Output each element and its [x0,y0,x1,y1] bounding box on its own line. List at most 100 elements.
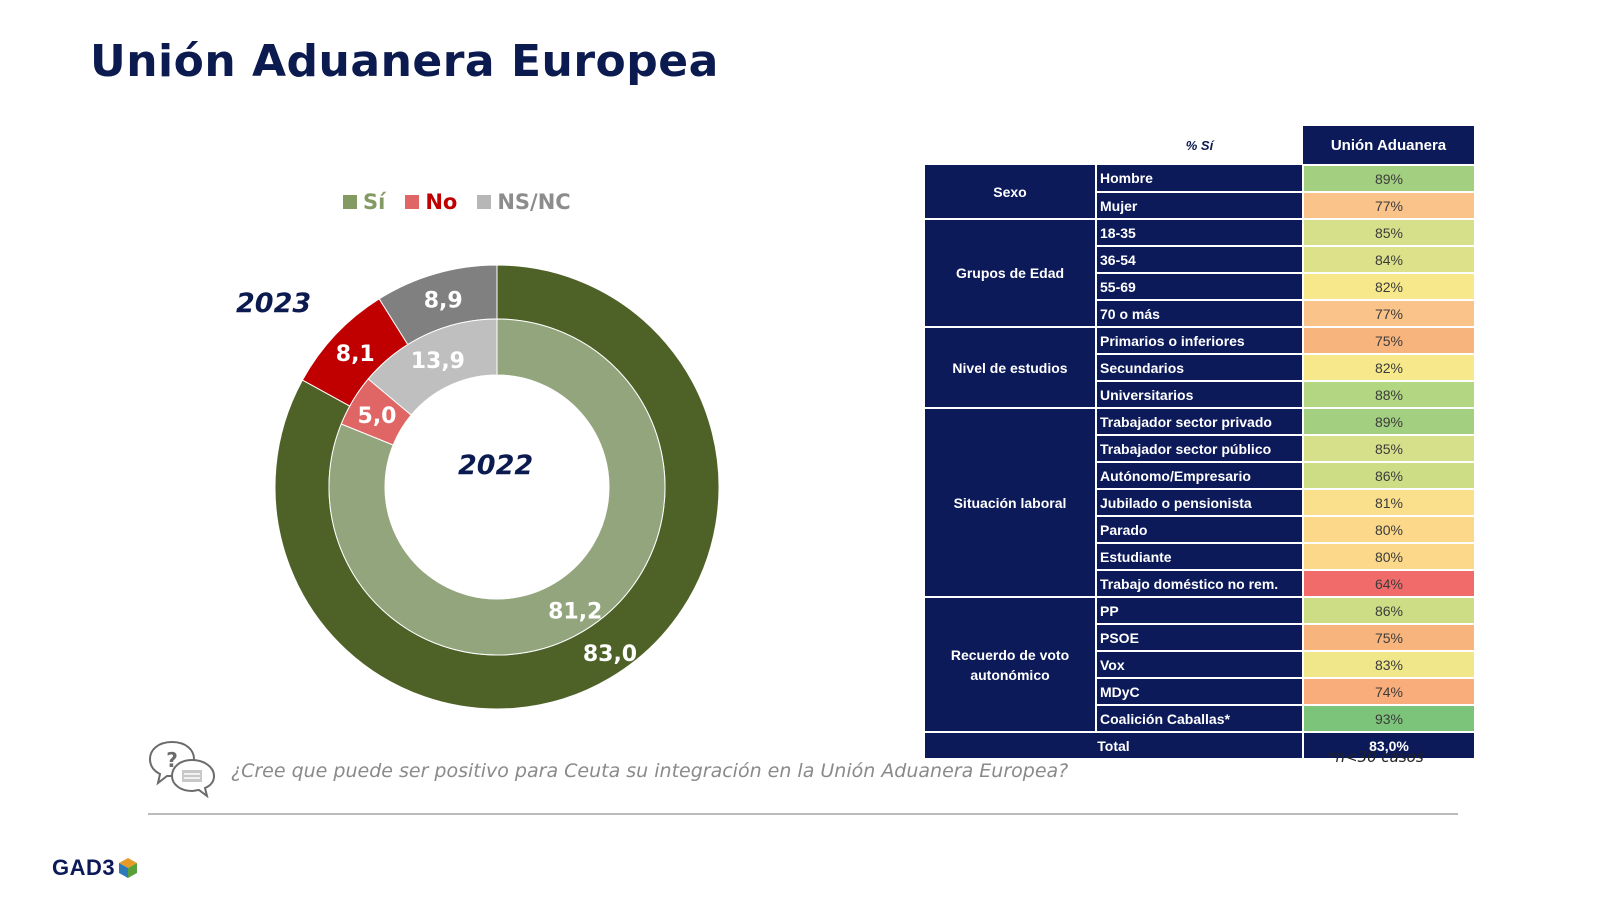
table-row: Vox 83% [925,651,1474,679]
table-row: MDyC 74% [925,678,1474,706]
table-row: Recuerdo de voto autonómico PP 86% [925,597,1474,733]
table-row-value: 81% [1303,489,1474,517]
table-row-label: Coalición Caballas* [1096,705,1304,733]
inner-ring-slice-nsnc [367,318,498,416]
table-row-label: 70 o más [1096,300,1304,328]
table-group-label: Nivel de estudios [925,327,1097,409]
outer-ring-year-label: 2023 [236,288,312,319]
table-row-label: Mujer [1096,192,1304,220]
table-row: Estudiante 80% [925,543,1474,571]
table-row-value: 83% [1303,651,1474,679]
chart-legend: Sí No NS/NC [343,190,571,214]
table-row-value: 93% [1303,705,1474,733]
table-row: 55-69 82% [925,273,1474,301]
table-row-label: Trabajador sector privado [1096,408,1304,436]
table-row-label: Primarios o inferiores [1096,327,1304,355]
table-row-value: 85% [1303,435,1474,463]
table-row: Mujer 77% [925,192,1474,220]
outer-ring-label-no: 8,1 [336,342,375,367]
table-row-label: 55-69 [1096,273,1304,301]
outer-ring-label-si: 83,0 [583,642,637,667]
survey-question: ¿Cree que puede ser positivo para Ceuta … [231,760,1069,782]
table-row: 70 o más 77% [925,300,1474,328]
table-total-label: Total [925,732,1304,758]
table-row: Sexo Hombre 89% [925,165,1474,220]
legend-swatch-nsnc [477,195,492,209]
cube-logo-icon [119,858,138,878]
table-row: Universitarios 88% [925,381,1474,409]
company-logo: GAD3 [52,855,138,881]
table-row-value: 88% [1303,381,1474,409]
legend-label-no: No [425,190,458,214]
table-row-value: 84% [1303,246,1474,274]
table-header-pct: % Sí [1096,126,1303,165]
table-header-column: Unión Aduanera [1303,126,1474,166]
legend-item-no: No [405,190,457,214]
table-row-label: Estudiante [1096,543,1304,571]
table-row: Secundarios 82% [925,354,1474,382]
table-group-label: Sexo [925,165,1097,220]
table-row-value: 86% [1303,597,1474,625]
table-total-value: 83,0% [1303,732,1474,758]
table-row-value: 89% [1303,408,1474,436]
inner-ring-slice-si [328,318,666,656]
table-total-row: Total 83,0% [925,732,1474,758]
breakdown-table: % Sí Unión Aduanera Sexo Hombre 89% Mujer 77% G… [925,126,1474,758]
table-row-value: 86% [1303,462,1474,490]
donut-chart: 83,0 8,1 8,9 81,2 5,0 13,9 [274,264,720,710]
inner-ring-label-si: 81,2 [548,599,602,624]
table-header-row: % Sí Unión Aduanera [925,126,1474,166]
legend-item-nsnc: NS/NC [477,190,571,214]
question-chat-icon: ? [148,740,216,798]
table-row-label: Hombre [1096,165,1304,193]
table-row: 36-54 84% [925,246,1474,274]
table-row-value: 77% [1303,192,1474,220]
table-row-value: 64% [1303,570,1474,598]
table-row: PSOE 75% [925,624,1474,652]
table-row-label: PSOE [1096,624,1304,652]
table-row: Coalición Caballas* 93% [925,705,1474,733]
table-row-label: Secundarios [1096,354,1304,382]
table-row-label: Parado [1096,516,1304,544]
legend-item-si: Sí [343,190,385,214]
table-row: Autónomo/Empresario 86% [925,462,1474,490]
table-row-label: 36-54 [1096,246,1304,274]
logo-text: GAD3 [52,855,116,880]
inner-ring-label-no: 5,0 [358,404,397,429]
table-row-value: 75% [1303,327,1474,355]
table-row-value: 82% [1303,273,1474,301]
table-group-label: Situación laboral [925,408,1097,598]
table-row-value: 80% [1303,543,1474,571]
table-row-value: 80% [1303,516,1474,544]
table-group-label: Grupos de Edad [925,219,1097,328]
table-group-label: Recuerdo de voto autonómico [925,597,1097,733]
table-row-label: Universitarios [1096,381,1304,409]
table-row: Trabajo doméstico no rem. 64% [925,570,1474,598]
legend-label-nsnc: NS/NC [497,190,571,214]
table-row: Trabajador sector público 85% [925,435,1474,463]
page-title: Unión Aduanera Europea [90,36,719,87]
table-row-value: 85% [1303,219,1474,247]
sample-note: *n<30 casos [1328,748,1424,766]
table-header-blank [925,126,1096,165]
svg-text:?: ? [166,748,178,772]
inner-ring-year-label: 2022 [458,450,534,481]
table-row: Parado 80% [925,516,1474,544]
table-row: Situación laboral Trabajador sector priva… [925,408,1474,598]
legend-label-si: Sí [363,190,386,214]
table-row-label: 18-35 [1096,219,1304,247]
table-row-label: Vox [1096,651,1304,679]
outer-ring-label-nsnc: 8,9 [424,289,463,314]
table-row-value: 74% [1303,678,1474,706]
table-row-value: 77% [1303,300,1474,328]
inner-ring-label-nsnc: 13,9 [411,349,465,374]
legend-swatch-si [343,195,357,209]
table-row: Nivel de estudios Primarios o inferiores 7… [925,327,1474,409]
table-row-label: Jubilado o pensionista [1096,489,1304,517]
table-row-value: 75% [1303,624,1474,652]
table-row-value: 82% [1303,354,1474,382]
table-row-label: MDyC [1096,678,1304,706]
table-row: Jubilado o pensionista 81% [925,489,1474,517]
legend-swatch-no [405,195,420,209]
footer-divider [148,813,1458,815]
